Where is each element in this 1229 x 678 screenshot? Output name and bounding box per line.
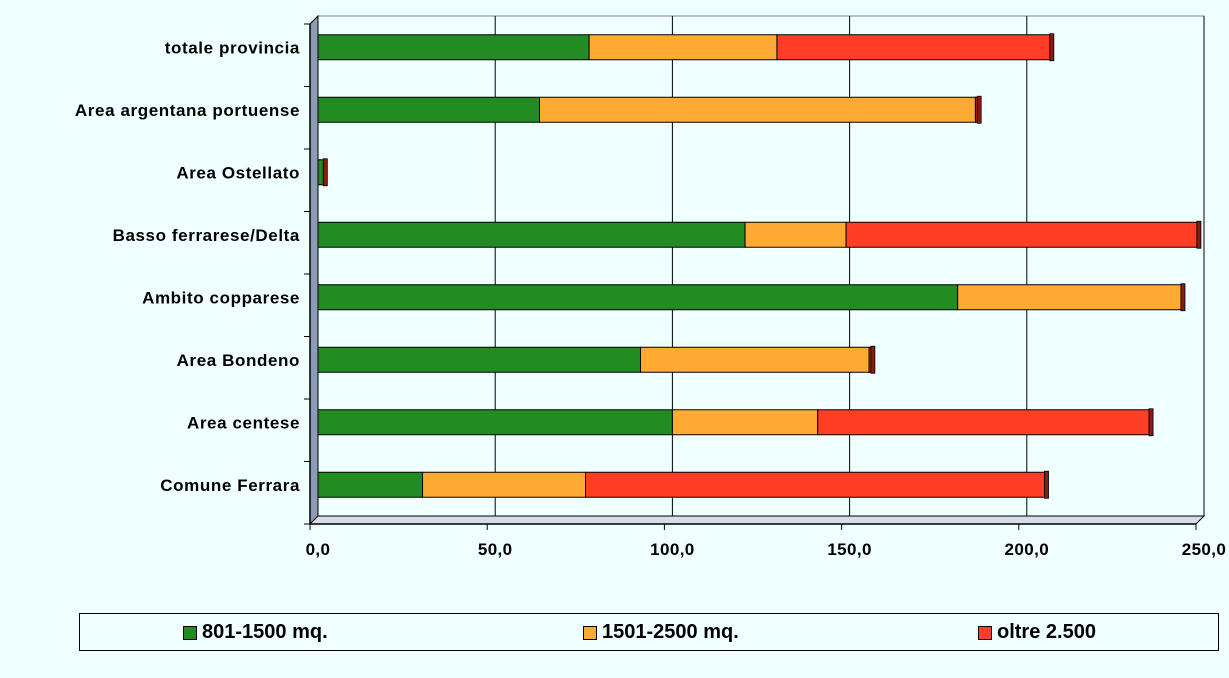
bar-oltre-2-500-7 [585,471,1046,498]
category-label: Ambito copparese [142,288,300,307]
bar-oltre-2-500-3 [845,221,1198,248]
category-label: Area centese [187,413,300,432]
bar-oltre-2-500-6 [817,409,1150,436]
floor [308,515,1206,525]
bar-801-1500-mq-4 [317,284,959,311]
legend-item-801-1500: 801-1500 mq. [183,621,328,644]
bar-end-cap-7 [1044,470,1049,499]
legend-swatch-red [978,625,992,640]
category-label: Area Ostellato [176,163,300,182]
bar-1501-2500-mq-4 [957,284,1182,311]
bar-end-cap-0 [1049,33,1055,62]
x-tick-label: 100,0 [650,540,695,559]
legend: 801-1500 mq. 1501-2500 mq. oltre 2.500 [79,613,1219,651]
bar-801-1500-mq-2 [317,159,324,186]
legend-item-1501-2500: 1501-2500 mq. [583,621,739,644]
legend-swatch-green [183,625,197,640]
bar-oltre-2-500-0 [776,34,1051,61]
category-label: Basso ferrarese/Delta [113,226,300,245]
legend-label-oltre-2500: oltre 2.500 [997,621,1096,643]
bar-801-1500-mq-3 [317,221,746,248]
bar-801-1500-mq-7 [317,471,424,498]
bar-end-cap-5 [870,345,876,374]
bar-1501-2500-mq-1 [539,96,976,123]
bar-end-cap-6 [1148,408,1154,437]
side-wall [309,14,319,526]
plot-area [317,15,1205,517]
category-label: Comune Ferrara [160,476,300,495]
category-label: Area argentana portuense [75,101,300,120]
bar-end-cap-3 [1196,220,1202,249]
legend-label-1501-2500: 1501-2500 mq. [602,621,739,643]
x-tick-label: 200,0 [1005,540,1050,559]
bar-end-cap-4 [1180,283,1186,312]
x-tick-label: 50,0 [478,540,513,559]
category-label: totale provincia [165,38,300,57]
bar-1501-2500-mq-6 [671,409,819,436]
legend-label-801-1500: 801-1500 mq. [202,621,328,643]
bar-801-1500-mq-1 [317,96,540,123]
bar-end-cap-1 [976,95,982,124]
x-tick-label: 250,0 [1182,540,1227,559]
legend-item-oltre-2500: oltre 2.500 [978,621,1096,644]
bar-1501-2500-mq-3 [744,221,847,248]
category-label: Area Bondeno [177,351,300,370]
x-tick-label: 0,0 [306,540,331,559]
legend-swatch-orange [583,625,597,640]
bar-1501-2500-mq-7 [422,471,587,498]
bar-1501-2500-mq-5 [640,346,870,373]
bar-1501-2500-mq-0 [588,34,778,61]
x-tick-label: 150,0 [827,540,872,559]
bar-801-1500-mq-0 [317,34,590,61]
bar-end-cap-2 [322,158,328,187]
bar-801-1500-mq-6 [317,409,673,436]
bar-801-1500-mq-5 [317,346,642,373]
